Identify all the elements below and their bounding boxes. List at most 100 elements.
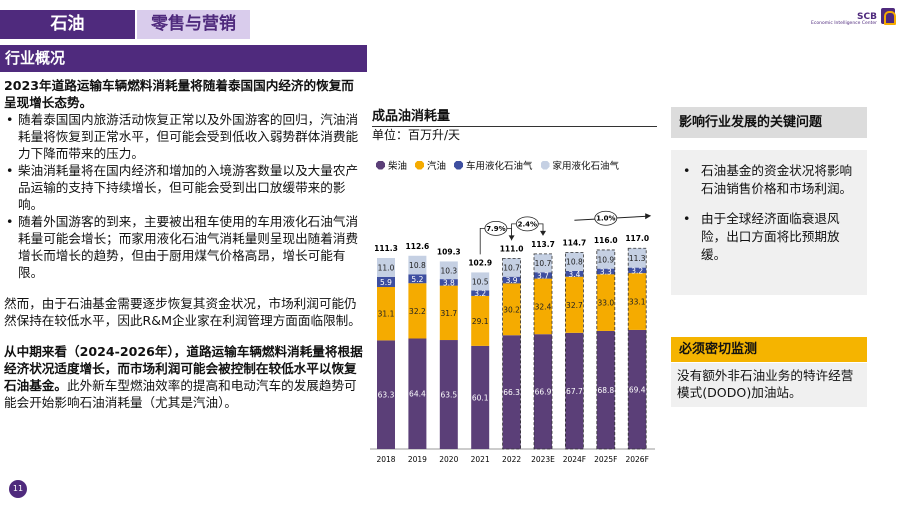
data-label: 3.9 (506, 276, 518, 285)
x-tick-label: 2023E (531, 455, 555, 464)
data-label: 3.2 (474, 289, 486, 298)
bar-segment (565, 252, 584, 271)
bar-segment (408, 274, 427, 284)
forecast-outline (564, 251, 584, 450)
bar-segment (502, 283, 521, 336)
bar-segment (565, 276, 584, 333)
x-tick-label: 2024F (563, 455, 586, 464)
data-label: 68.8 (597, 386, 614, 395)
bar-segment (565, 332, 584, 449)
bar-segment (534, 272, 552, 279)
bar-segment (471, 290, 490, 296)
legend-item: 柴油 (376, 158, 407, 172)
scb-logo-icon (881, 8, 896, 26)
bar-segment (471, 272, 490, 291)
total-label: 113.7 (531, 240, 555, 249)
data-label: 32.4 (535, 302, 552, 311)
logo-subtitle: Economic Intelligence Center (811, 21, 877, 26)
data-label: 5.9 (380, 278, 392, 287)
page-number: 11 (9, 480, 27, 498)
medium-term-rest: 此外新车型燃油效率的提高和电动汽车的发展趋势可能会开始影响石油消耗量（尤其是汽油… (4, 378, 357, 410)
data-label: 32.2 (409, 307, 426, 316)
data-label: 63.5 (440, 391, 457, 400)
legend-item: 汽油 (415, 158, 446, 172)
data-label: 66.3 (503, 388, 520, 397)
bar-segment (628, 329, 647, 449)
growth-label: 7.9% (486, 225, 505, 233)
x-tick-label: 2020 (439, 455, 458, 464)
bar-segment (628, 248, 647, 268)
total-label: 111.3 (374, 244, 398, 253)
growth-bubble (594, 210, 618, 226)
total-label: 112.6 (406, 242, 430, 251)
data-label: 3.4 (568, 270, 580, 279)
chart-title: 成品油消耗量 (372, 105, 657, 127)
x-tick-label: 2025F (594, 455, 617, 464)
data-label: 32.7 (566, 301, 583, 310)
data-label: 11.0 (378, 263, 395, 272)
bar-segment (439, 285, 458, 341)
bar-segment (502, 276, 521, 284)
data-label: 64.4 (409, 390, 426, 399)
bar-segment (596, 249, 615, 269)
legend-label: 柴油 (388, 161, 408, 172)
data-label: 31.7 (440, 309, 457, 318)
data-label: 33.1 (629, 298, 646, 307)
bar-segment (628, 267, 647, 274)
legend-label: 家用液化石油气 (552, 161, 620, 172)
forecast-outline (596, 249, 616, 450)
growth-bubble (484, 220, 508, 236)
data-label: 10.9 (597, 255, 614, 264)
data-label: 5.2 (411, 275, 423, 284)
data-label: 30.2 (503, 305, 520, 314)
bar-segment (565, 270, 584, 277)
bar-segment (471, 295, 490, 346)
data-label: 10.8 (566, 258, 583, 267)
data-label: 33.0 (597, 299, 614, 308)
issue-item: 由于全球经济面临衰退风险，出口方面将比预期放缓。 (679, 210, 861, 264)
total-label: 102.9 (468, 258, 492, 267)
forecast-outline (627, 247, 647, 450)
medium-term-bold: 从中期来看（2024-2026年），道路运输车辆燃料消耗量将根据经济状况适度增长… (4, 344, 363, 393)
legend-item: 家用液化石油气 (540, 158, 620, 172)
bar-segment (439, 261, 458, 280)
bar-segment (439, 340, 458, 449)
data-label: 11.3 (629, 254, 646, 263)
data-label: 66.9 (535, 388, 552, 397)
bar-segment (439, 279, 458, 286)
forecast-outline (533, 253, 553, 450)
tab-retail-marketing[interactable]: 零售与营销 (137, 10, 250, 39)
total-label: 114.7 (563, 238, 587, 247)
legend-swatch (415, 160, 425, 170)
bar-segment (534, 278, 552, 335)
bar-segment (628, 273, 647, 330)
total-label: 117.0 (625, 234, 649, 243)
total-label: 116.0 (594, 236, 618, 245)
scb-logo: SCB Economic Intelligence Center (811, 6, 896, 27)
data-label: 3.8 (443, 278, 455, 287)
data-label: 29.1 (472, 317, 489, 326)
legend-swatch (540, 160, 550, 170)
data-label: 67.7 (566, 387, 583, 396)
key-issues-title: 影响行业发展的关键问题 (671, 107, 867, 138)
data-label: 3.7 (537, 271, 549, 280)
logo-name: SCB (857, 12, 877, 22)
data-label: 60.1 (472, 393, 489, 402)
tab-oil[interactable]: 石油 (0, 10, 135, 39)
growth-label: 1.0% (596, 215, 615, 223)
data-label: 3.2 (631, 266, 643, 275)
bar-segment (502, 258, 521, 277)
bar-segment (377, 258, 395, 277)
growth-bubble (515, 216, 539, 232)
data-label: 10.3 (440, 266, 457, 275)
legend-item: 车用液化石油气 (454, 158, 533, 172)
stacked-bar-chart: 63.3 31.1 5.9 11.0 111.3 2018 64.4 32.2 5.2 10.8 1… (370, 210, 655, 464)
monitor-title: 必须密切监测 (671, 337, 867, 362)
bar-segment (377, 340, 395, 449)
total-label: 109.3 (437, 247, 461, 256)
legend-swatch (376, 160, 385, 170)
bullet-gasoline: 随着泰国国内旅游活动恢复正常以及外国游客的回归，汽油消耗量将恢复到正常水平，但可… (4, 111, 366, 162)
bar-segment (596, 330, 615, 449)
bar-segment (408, 255, 427, 275)
data-label: 10.8 (409, 261, 426, 270)
